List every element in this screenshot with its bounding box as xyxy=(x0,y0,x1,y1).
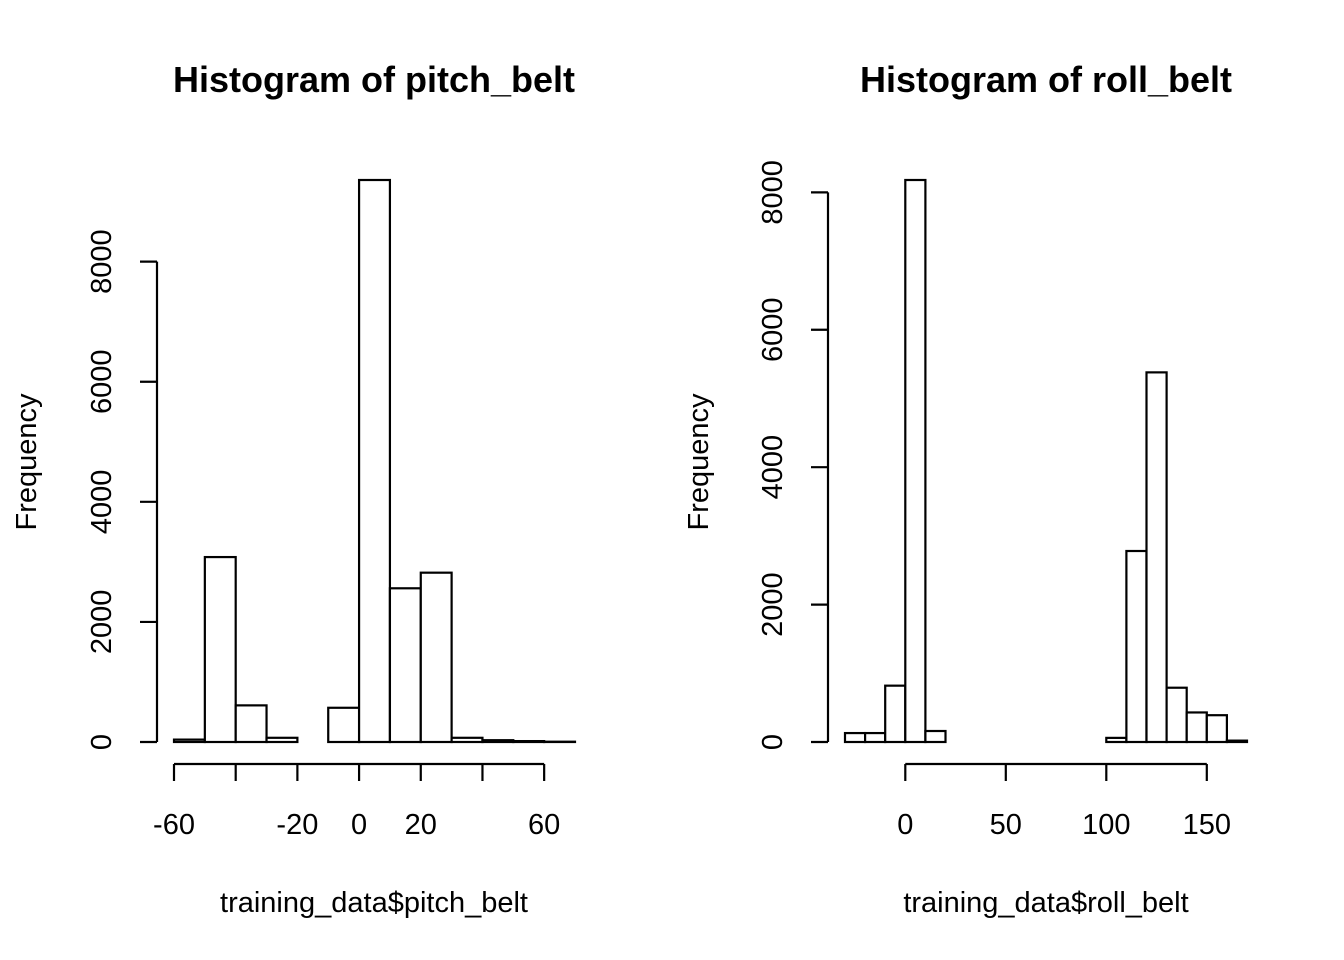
histogram-bar xyxy=(388,587,422,744)
x-tick-label: 0 xyxy=(897,809,913,841)
x-tick-label: -20 xyxy=(276,809,318,841)
y-tick-label: 2000 xyxy=(86,590,118,655)
histogram-bar xyxy=(1125,549,1148,744)
histogram-bar xyxy=(1145,371,1168,744)
x-tick-label: -60 xyxy=(153,809,195,841)
histogram-bar xyxy=(419,571,453,744)
roll-belt-histogram: Histogram of roll_belt Frequency trainin… xyxy=(683,59,1249,919)
histogram-bar xyxy=(265,736,299,744)
histogram-bar xyxy=(1205,714,1229,744)
bars xyxy=(843,178,1249,744)
histogram-bar xyxy=(904,178,927,744)
pitch-belt-histogram: Histogram of pitch_belt Frequency traini… xyxy=(11,59,577,919)
y-tick-label: 4000 xyxy=(757,435,789,500)
histogram-bar xyxy=(884,684,907,744)
y-tick-label: 0 xyxy=(86,734,118,750)
y-tick-label: 0 xyxy=(757,734,789,750)
y-axis: 0 2000 4000 6000 8000 xyxy=(757,160,830,750)
x-tick-label: 0 xyxy=(351,809,367,841)
y-tick-label: 8000 xyxy=(86,229,118,294)
chart-title: Histogram of roll_belt xyxy=(860,59,1232,100)
histogram-bar xyxy=(234,704,268,744)
histogram-bar xyxy=(357,178,392,744)
histogram-bar xyxy=(512,739,546,744)
histogram-bar xyxy=(481,739,515,744)
y-tick-label: 6000 xyxy=(86,349,118,414)
histogram-bar xyxy=(1105,736,1128,744)
histogram-bar xyxy=(1225,739,1249,744)
y-axis: 0 2000 4000 6000 8000 xyxy=(86,229,159,750)
y-axis-label: Frequency xyxy=(11,393,43,531)
x-tick-label: 50 xyxy=(990,809,1022,841)
x-tick-label: 100 xyxy=(1082,809,1130,841)
histogram-bar xyxy=(843,731,867,744)
chart-title: Histogram of pitch_belt xyxy=(173,59,575,100)
y-tick-label: 4000 xyxy=(86,470,118,535)
histogram-bar xyxy=(1165,686,1188,744)
y-tick-label: 8000 xyxy=(757,160,789,225)
histogram-bar xyxy=(203,555,237,744)
histogram-bar xyxy=(924,729,947,744)
bars xyxy=(172,178,577,744)
x-axis-label: training_data$pitch_belt xyxy=(220,887,528,919)
histogram-bar xyxy=(1185,711,1208,744)
x-axis: -60 -20 0 20 60 xyxy=(153,762,560,841)
x-tick-label: 20 xyxy=(405,809,437,841)
x-axis-label: training_data$roll_belt xyxy=(903,887,1188,919)
y-tick-label: 6000 xyxy=(757,298,789,363)
histogram-bar xyxy=(172,738,206,744)
x-axis: 0 50 100 150 xyxy=(897,762,1231,841)
histogram-bar xyxy=(450,736,484,744)
histogram-bar xyxy=(863,731,887,744)
histogram-bar xyxy=(327,706,361,744)
x-tick-label: 150 xyxy=(1183,809,1231,841)
x-tick-label: 60 xyxy=(528,809,560,841)
y-axis-label: Frequency xyxy=(683,393,715,531)
y-tick-label: 2000 xyxy=(757,572,789,637)
